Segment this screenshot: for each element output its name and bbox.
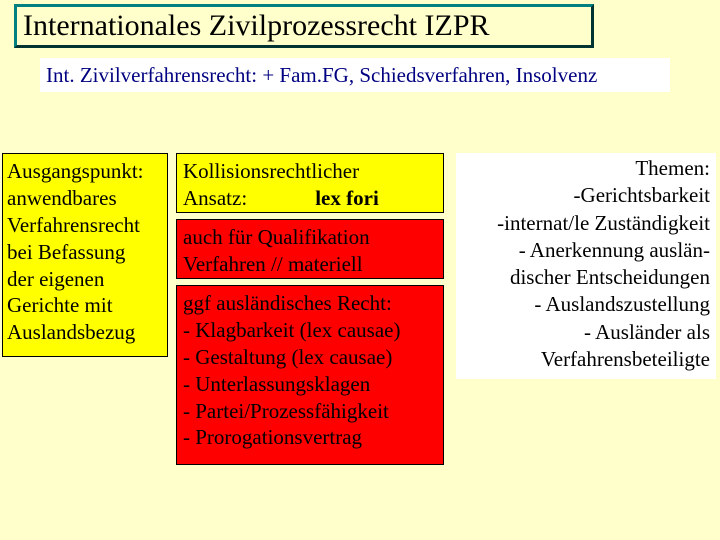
subtitle-box: Int. Zivilverfahrensrecht: + Fam.FG, Sch… (40, 58, 670, 92)
page-title: Internationales Zivilprozessrecht IZPR (23, 9, 490, 43)
mid-c-line: ggf ausländisches Recht: (183, 290, 437, 317)
left-line: Verfahrensrecht (7, 212, 161, 239)
right-line: - Anerkennung auslän- (462, 237, 710, 264)
mid-c-line: - Prorogationsvertrag (183, 424, 437, 451)
left-line: bei Befassung (7, 239, 161, 266)
middle-panel-b: auch für Qualifikation Verfahren // mate… (176, 219, 444, 279)
right-panel: Themen: -Gerichtsbarkeit -internat/le Zu… (456, 153, 716, 379)
mid-a-value: lex fori (257, 185, 437, 212)
right-line: -internat/le Zuständigkeit (462, 210, 710, 237)
title-box: Internationales Zivilprozessrecht IZPR (14, 4, 594, 48)
middle-panel-a: Kollisionsrechtlicher Ansatz: lex fori (176, 153, 444, 213)
mid-b-line: Verfahren // materiell (183, 251, 437, 278)
right-line: discher Entscheidungen (462, 264, 710, 291)
right-line: - Ausländer als (462, 319, 710, 346)
left-line: der eigenen (7, 266, 161, 293)
mid-c-line: - Klagbarkeit (lex causae) (183, 317, 437, 344)
left-line: Gerichte mit (7, 292, 161, 319)
mid-a-label: Ansatz: (183, 185, 257, 212)
left-line: anwendbares (7, 185, 161, 212)
left-panel: Ausgangspunkt: anwendbares Verfahrensrec… (2, 153, 168, 357)
middle-panel-c: ggf ausländisches Recht: - Klagbarkeit (… (176, 285, 444, 465)
mid-a-line1: Kollisionsrechtlicher (183, 158, 437, 185)
right-line: Verfahrensbeteiligte (462, 346, 710, 373)
mid-c-line: - Partei/Prozessfähigkeit (183, 398, 437, 425)
right-line: - Auslandszustellung (462, 291, 710, 318)
left-line: Auslandsbezug (7, 319, 161, 346)
right-line: Themen: (462, 155, 710, 182)
subtitle-text: Int. Zivilverfahrensrecht: + Fam.FG, Sch… (46, 63, 597, 88)
mid-c-line: - Unterlassungsklagen (183, 371, 437, 398)
right-line: -Gerichtsbarkeit (462, 182, 710, 209)
mid-b-line: auch für Qualifikation (183, 224, 437, 251)
mid-c-line: - Gestaltung (lex causae) (183, 344, 437, 371)
left-line: Ausgangspunkt: (7, 158, 161, 185)
